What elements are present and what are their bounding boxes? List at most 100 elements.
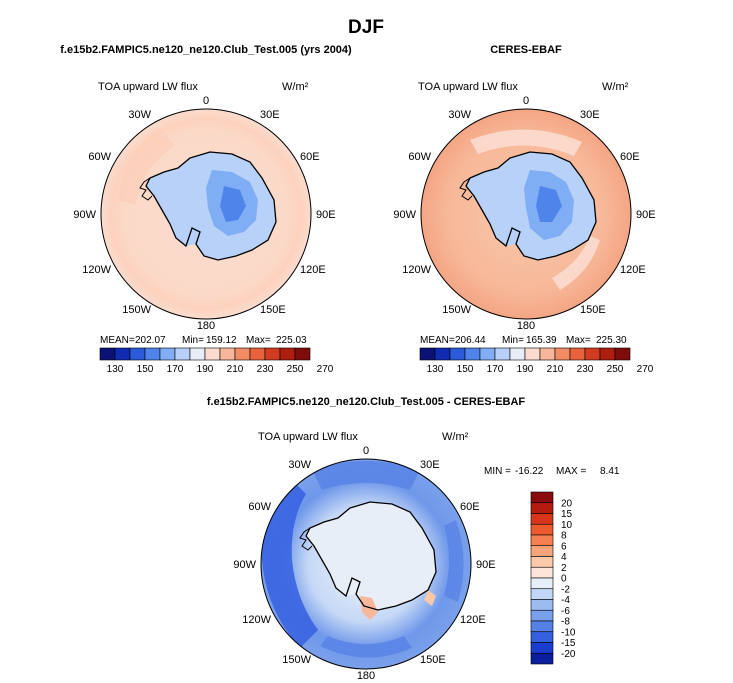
lon-label: 30W: [288, 459, 311, 471]
colorbar-swatch: [554, 347, 571, 361]
colorbar-swatch: [599, 347, 616, 361]
colorbar-swatch: [434, 347, 451, 361]
colorbar-tick-label: 4: [561, 552, 567, 563]
colorbar-tick-label: 270: [637, 364, 654, 375]
colorbar-tick-label: 6: [561, 541, 567, 552]
min-label: MIN =: [484, 466, 511, 477]
lon-label: 150E: [580, 304, 606, 316]
colorbar-tick-label: -4: [561, 595, 570, 606]
low-flux-center: [220, 186, 246, 222]
longitude-labels: 0 30E 60E 90E 120E 150E 180 150W 120W 90…: [233, 445, 495, 682]
lon-label: 60E: [300, 151, 320, 163]
units-label: W/m²: [282, 81, 309, 93]
variable-label: TOA upward LW flux: [98, 81, 198, 93]
lon-label: 90W: [393, 209, 416, 221]
lon-label: 120W: [82, 264, 111, 276]
colorbar-swatch: [530, 631, 554, 643]
colorbar-tick-label: 130: [427, 364, 444, 375]
lon-label: 0: [523, 95, 529, 107]
polar-map: [101, 109, 311, 319]
colorbar-swatch: [479, 347, 496, 361]
panel-observations: CERES-EBAF TOA upward LW flux W/m² 0 30E…: [393, 44, 655, 375]
colorbar-swatch: [614, 347, 631, 361]
antarctica-field: [306, 502, 436, 610]
lon-label: 60W: [408, 151, 431, 163]
lon-label: 120E: [300, 264, 326, 276]
negative-north: [312, 461, 420, 490]
colorbar-tick-label: 10: [561, 520, 573, 531]
colorbar-swatch: [219, 347, 236, 361]
colorbar-tick-label: -10: [561, 627, 576, 638]
min-value: 165.39: [526, 335, 557, 346]
longitude-labels: 0 30E 60E 90E 120E 150E 180 150W 120W 90…: [393, 95, 655, 332]
colorbar-swatch: [449, 347, 466, 361]
colorbar-swatch: [530, 620, 554, 633]
colorbar: 130 150 170 190 210 230 250 270: [419, 347, 654, 375]
coastline: [305, 501, 437, 611]
panel-title: CERES-EBAF: [490, 44, 562, 56]
lon-label: 150W: [282, 654, 311, 666]
min-label: Min=: [502, 335, 524, 346]
colorbar-swatch: [530, 609, 554, 622]
units-label: W/m²: [442, 431, 469, 443]
panel-difference: f.e15b2.FAMPIC5.ne120_ne120.Club_Test.00…: [207, 396, 620, 682]
colorbar-swatch: [530, 534, 554, 547]
colorbar-swatch: [530, 545, 554, 557]
warm-band: [118, 128, 175, 205]
lon-label: 90E: [476, 559, 496, 571]
colorbar-tick-label: -2: [561, 584, 570, 595]
colorbar-swatch: [204, 347, 221, 361]
colorbar-swatch: [530, 588, 554, 600]
map-border: [260, 458, 472, 670]
max-value: 8.41: [600, 466, 620, 477]
lon-label: 30E: [420, 459, 440, 471]
mean-value: 206.44: [455, 335, 486, 346]
colorbar-swatch: [159, 347, 176, 361]
colorbar-tick-label: 2: [561, 563, 567, 574]
colorbar-tick-label: 230: [577, 364, 594, 375]
lon-label: 120W: [242, 614, 271, 626]
peninsula: [299, 527, 313, 551]
lon-label: 180: [517, 320, 535, 332]
colorbar-tick-label: 210: [547, 364, 564, 375]
lon-label: 180: [357, 670, 375, 682]
colorbar: 130 150 170 190 210 230 250 270: [99, 347, 334, 375]
pale-band: [470, 129, 582, 156]
colorbar-swatch: [530, 556, 554, 568]
colorbar-swatch: [494, 347, 511, 361]
colorbar-tick-label: 270: [317, 364, 334, 375]
units-label: W/m²: [602, 81, 629, 93]
polar-map: [261, 459, 471, 669]
colorbar-swatch: [464, 347, 481, 361]
colorbar-swatch: [249, 347, 266, 361]
colorbar-tick-label: 230: [257, 364, 274, 375]
min-value: -16.22: [515, 466, 544, 477]
lon-label: 150E: [260, 304, 286, 316]
coastline: [145, 151, 277, 261]
colorbar-swatch: [174, 347, 191, 361]
figure-title: DJF: [348, 17, 384, 38]
colorbar-tick-label: -6: [561, 606, 570, 617]
colorbar-swatch: [530, 642, 554, 654]
lon-label: 90W: [73, 209, 96, 221]
max-label: MAX =: [556, 466, 586, 477]
colorbar-swatch: [584, 347, 601, 361]
pale-patch: [552, 236, 600, 290]
lon-label: 150E: [420, 654, 446, 666]
strong-negative-west: [262, 480, 318, 648]
lon-label: 60W: [88, 151, 111, 163]
colorbar-tick-label: -8: [561, 617, 570, 628]
lon-label: 0: [363, 445, 369, 457]
colorbar-swatch: [419, 347, 436, 361]
colorbar-swatch: [279, 347, 296, 361]
colorbar-tick-label: 250: [607, 364, 624, 375]
lon-label: 30E: [580, 109, 600, 121]
colorbar-tick-label: 210: [227, 364, 244, 375]
lon-label: 30E: [260, 109, 280, 121]
colorbar-swatch: [509, 347, 526, 361]
max-label: Max=: [566, 335, 591, 346]
mean-label: MEAN=: [100, 335, 135, 346]
stats-line: MIN = -16.22 MAX = 8.41: [484, 466, 620, 477]
